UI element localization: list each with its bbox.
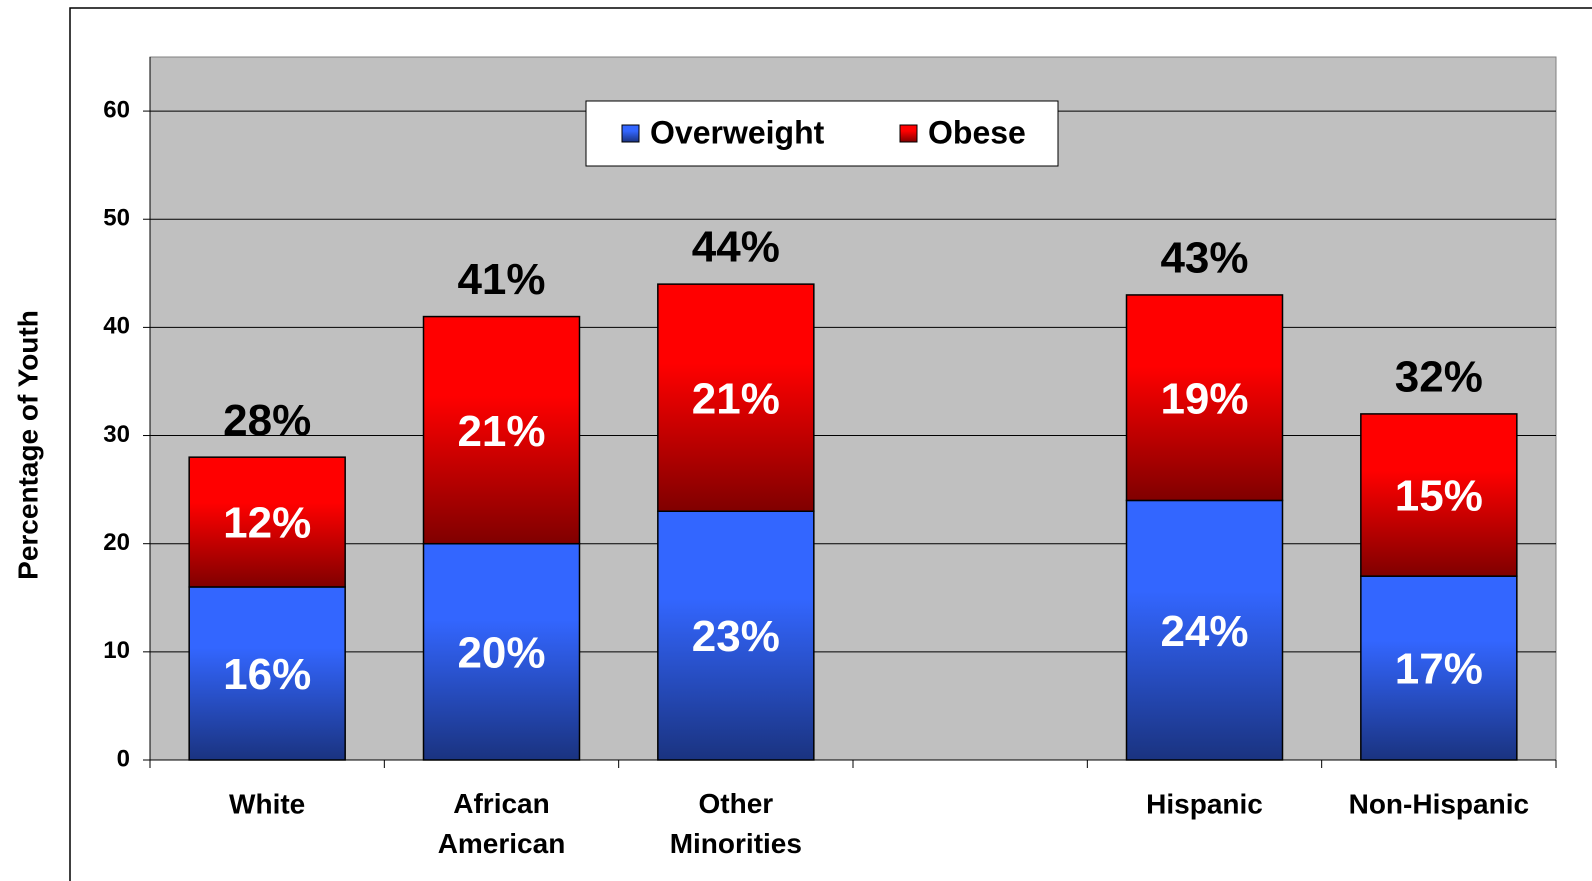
value-label: 24% — [1160, 607, 1248, 656]
value-label: 17% — [1395, 645, 1483, 694]
total-label: 41% — [457, 255, 545, 304]
y-tick-label: 10 — [103, 637, 130, 664]
total-label: 32% — [1395, 353, 1483, 402]
bar-segment — [1360, 575, 1518, 761]
value-label: 23% — [692, 612, 780, 661]
y-tick-label: 50 — [103, 205, 130, 232]
bar-segment — [422, 542, 581, 761]
y-tick-label: 60 — [103, 96, 130, 123]
bar-segment — [1360, 413, 1518, 577]
plot-area — [149, 56, 1557, 761]
bar-segment — [657, 283, 815, 512]
total-label: 43% — [1160, 234, 1248, 283]
legend-box — [585, 100, 1059, 167]
total-label: 44% — [692, 223, 780, 272]
bar-segment — [1125, 499, 1284, 761]
value-label: 16% — [223, 650, 311, 699]
value-label: 19% — [1160, 374, 1248, 423]
x-tick-label: Other Minorities — [670, 788, 802, 859]
x-tick-label: African American — [438, 788, 566, 859]
y-tick-label: 20 — [103, 529, 130, 556]
total-label: 28% — [223, 396, 311, 445]
y-tick-label: 40 — [103, 313, 130, 340]
value-label: 20% — [457, 628, 545, 677]
x-tick-label: Hispanic — [1146, 788, 1263, 819]
y-tick-label: 0 — [117, 745, 130, 772]
y-tick-label: 30 — [103, 421, 130, 448]
bar-segment — [188, 586, 346, 761]
x-tick-label: White — [229, 788, 305, 819]
x-tick-label: Non-Hispanic — [1349, 788, 1529, 819]
value-label: 21% — [457, 407, 545, 456]
y-axis-label: Percentage of Youth — [12, 310, 43, 580]
value-label: 21% — [692, 374, 780, 423]
legend-swatch — [621, 124, 640, 143]
legend-label: Obese — [928, 114, 1026, 150]
legend-label: Overweight — [650, 114, 825, 150]
value-label: 15% — [1395, 472, 1483, 521]
legend-swatch — [899, 124, 918, 143]
value-label: 12% — [223, 499, 311, 548]
bar-segment — [422, 315, 581, 545]
bar-segment — [657, 510, 815, 761]
bar-segment — [1125, 294, 1284, 502]
bar-segment — [188, 456, 346, 588]
